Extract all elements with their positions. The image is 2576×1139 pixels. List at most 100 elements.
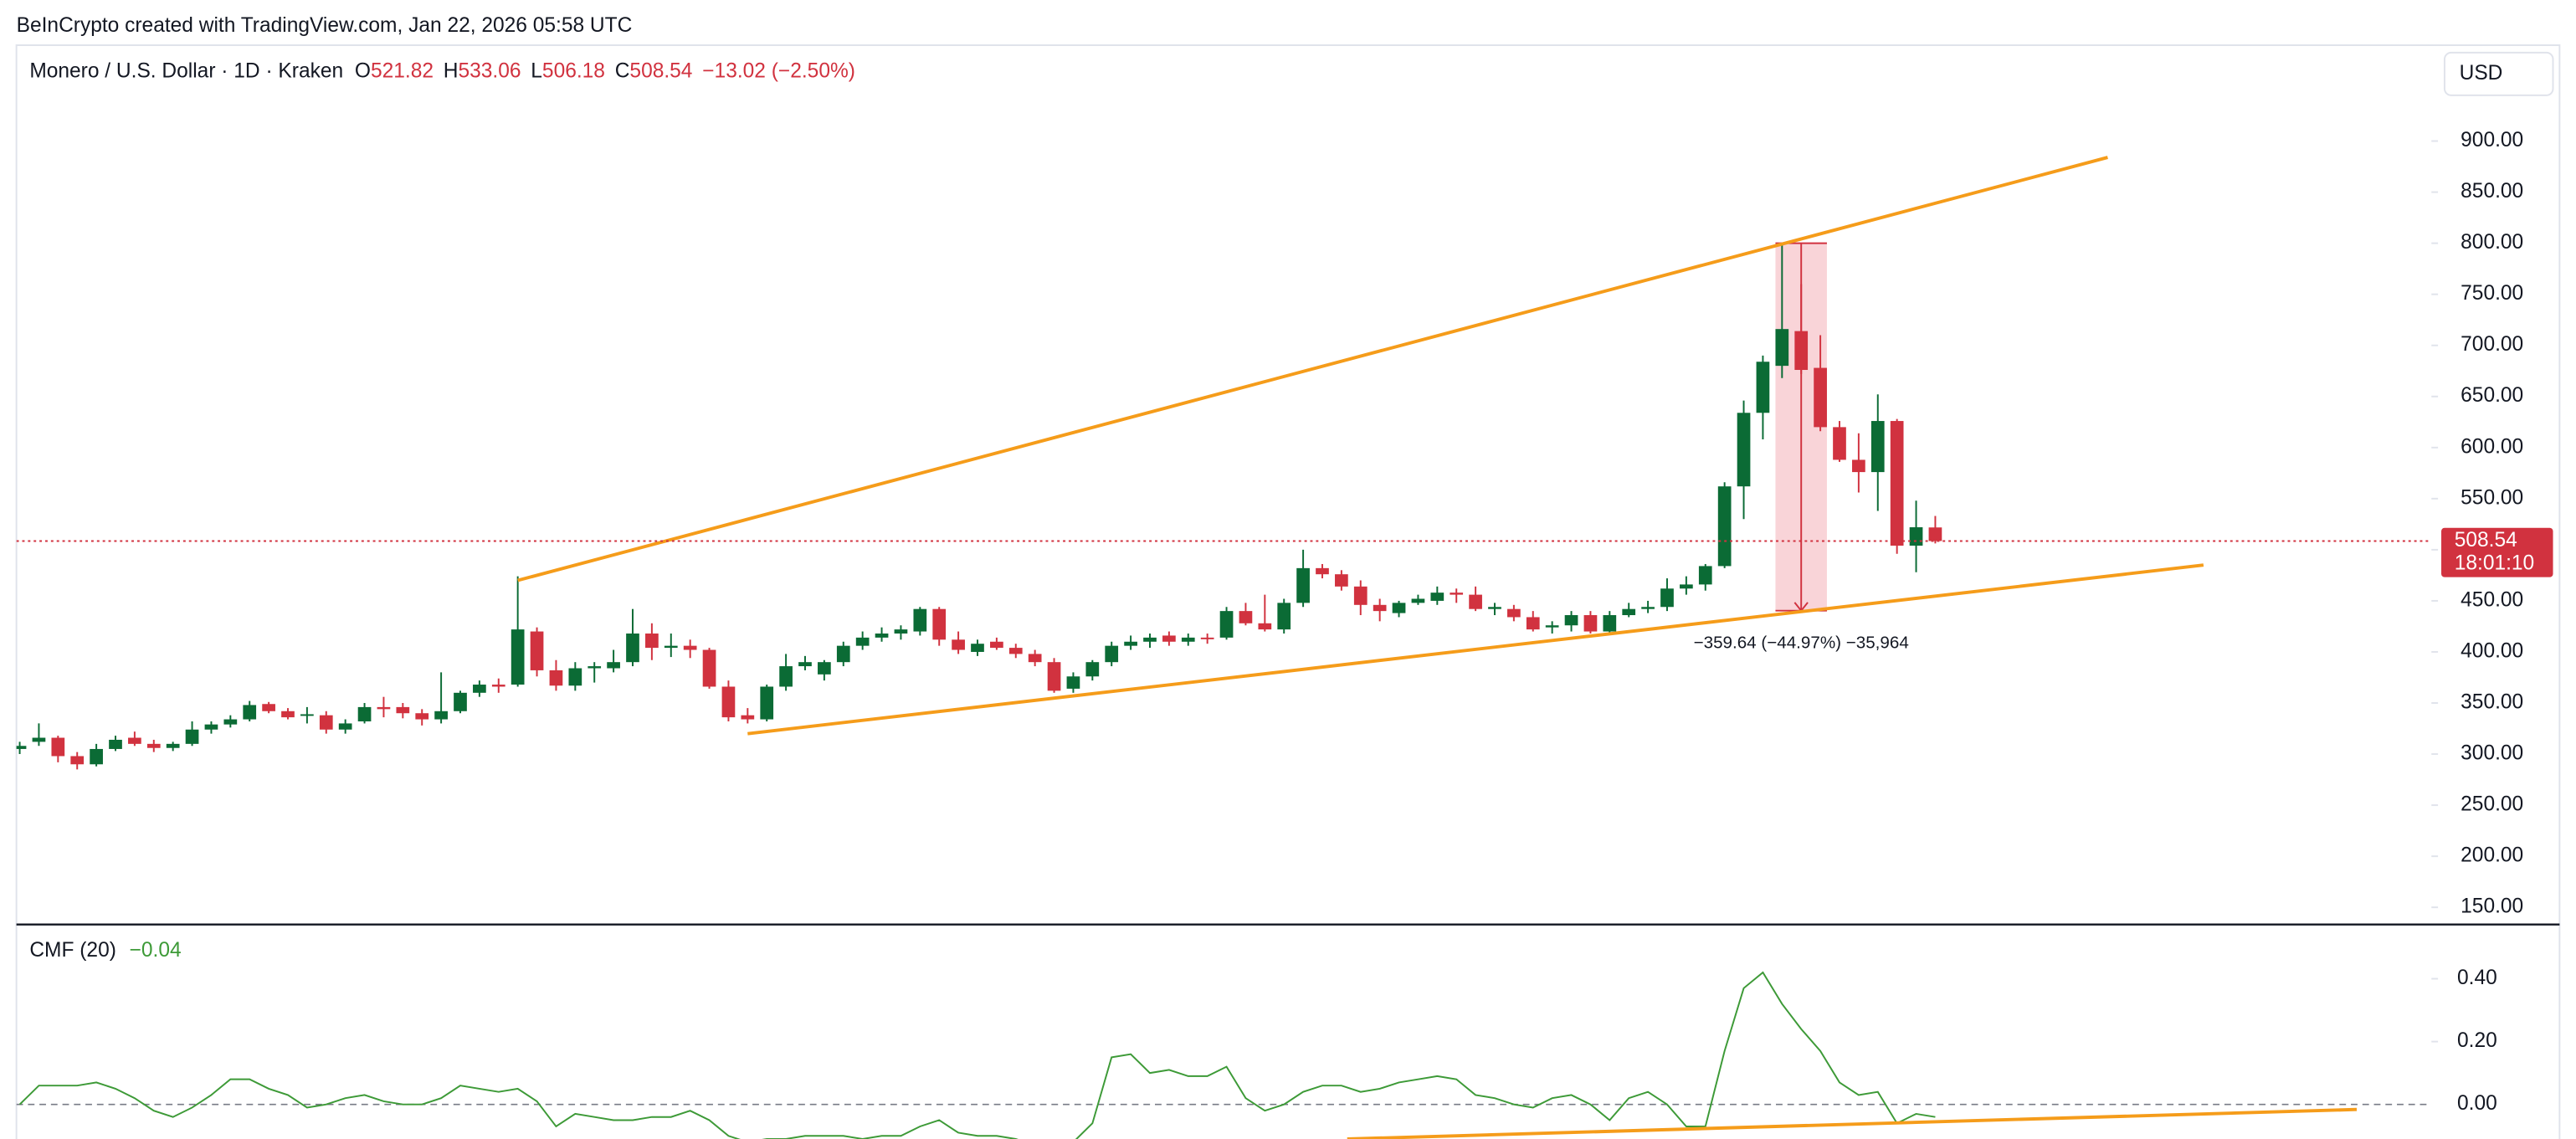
candle-body [855, 637, 870, 646]
candle-body [300, 714, 314, 716]
candle-body [607, 662, 620, 669]
candle-body [894, 629, 908, 634]
candle-body [1794, 331, 1809, 371]
candle-body [1622, 608, 1636, 616]
indicator-value: −0.04 [130, 940, 182, 962]
ohlc-label: O [355, 60, 371, 83]
candle-body [1583, 615, 1598, 632]
candle-body [1066, 676, 1080, 689]
candle-body [1373, 604, 1387, 612]
y-tick-label: 150.00 [2461, 895, 2523, 918]
candle-body [1564, 615, 1578, 626]
candle-body [1890, 421, 1904, 546]
candle-body [128, 737, 141, 744]
candle-body [683, 645, 697, 650]
candle-body [1143, 637, 1157, 642]
y-tick-label: 0.40 [2457, 967, 2497, 989]
candle-body [971, 644, 984, 652]
candle-body [1833, 427, 1846, 460]
ohlc-label: H [444, 60, 459, 83]
y-tick-label: 450.00 [2461, 588, 2523, 611]
ohlc-label: C [615, 60, 630, 83]
y-tick-label: 300.00 [2461, 742, 2523, 765]
y-tick-label: 200.00 [2461, 844, 2523, 867]
candle-body [166, 743, 180, 748]
candle-body [377, 706, 391, 710]
candle-body [568, 668, 582, 686]
candle-body [530, 631, 544, 670]
candle-body [1085, 662, 1100, 677]
candle-body [434, 711, 448, 720]
candle-body [1028, 654, 1042, 663]
price-axis: 150.00 200.00 250.00 300.00 350.00 400.00 450.… [2431, 129, 2553, 1115]
y-tick-label: 0.20 [2457, 1029, 2497, 1052]
chart-legend: Monero / U.S. Dollar · 1D · Kraken O521.8… [29, 60, 855, 83]
candle-body [396, 706, 410, 714]
candle-body [952, 639, 965, 650]
cmf-pane [16, 971, 2432, 1139]
candle-body [51, 737, 65, 757]
candle-body [243, 705, 257, 720]
ohlc-value: 521.82 [371, 60, 434, 83]
candle-body [875, 633, 889, 638]
candle-body [1698, 566, 1712, 585]
candle-body [90, 748, 103, 765]
candle-body [185, 729, 199, 744]
candle-body [204, 724, 218, 730]
trend-line [747, 563, 2204, 736]
candle-body [1162, 635, 1176, 642]
candle-body [319, 715, 333, 730]
credit: BeInCrypto created with TradingView.com,… [17, 14, 633, 37]
indicator-legend: CMF (20) −0.04 [29, 940, 181, 962]
candle-body [1335, 574, 1348, 587]
candle-body [588, 666, 602, 669]
currency-label[interactable]: USD [2460, 62, 2503, 85]
cmf-line [18, 971, 1936, 1139]
y-tick-label: 250.00 [2461, 793, 2523, 816]
candle-body [1008, 648, 1023, 654]
candle-body [109, 739, 122, 749]
last-price-label: 508.54 [2455, 529, 2517, 552]
price-pane: −359.64 (−44.97%) −35,964 [16, 156, 2432, 770]
candle-body [1105, 645, 1119, 663]
candle-body [1181, 637, 1195, 642]
measure-label: −359.64 (−44.97%) −35,964 [1694, 633, 1909, 652]
candle-body [1316, 567, 1329, 575]
ohlc-label: L [531, 60, 542, 83]
candle-body [760, 686, 774, 720]
ohlc-value: 506.18 [542, 60, 605, 83]
candle-body [1450, 593, 1464, 595]
chart-frame [15, 44, 2561, 1139]
y-tick-label: 850.00 [2461, 180, 2523, 203]
candle-body [741, 715, 755, 720]
candle-body [491, 685, 505, 687]
candle-body [1507, 608, 1521, 618]
candle-body [1124, 641, 1137, 646]
candle-body [1047, 662, 1061, 691]
candle-body [990, 641, 1003, 649]
indicator-title: CMF (20) [29, 940, 116, 962]
trend-line [517, 156, 2108, 582]
candle-body [1909, 527, 1923, 546]
candle-body [1737, 413, 1751, 487]
chart-title: Monero / U.S. Dollar · 1D · Kraken [29, 60, 343, 83]
candle-body [415, 713, 429, 720]
candle-body [1488, 607, 1501, 609]
change-label: −13.02 (−2.50%) [702, 60, 855, 83]
candle-body [798, 662, 812, 667]
y-tick-label: 400.00 [2461, 639, 2523, 662]
candle-body [1545, 625, 1559, 628]
y-tick-label: 800.00 [2461, 231, 2523, 254]
candle-body [1219, 611, 1234, 638]
y-tick-label: 0.00 [2457, 1092, 2497, 1115]
candle-body [1200, 637, 1214, 639]
candle-body [454, 692, 467, 711]
countdown-label: 18:01:10 [2455, 552, 2534, 574]
candle-body [223, 719, 238, 725]
currency-button[interactable] [2443, 51, 2554, 96]
candle-body [1603, 615, 1617, 632]
candle-body [1392, 603, 1406, 613]
candle-body [1353, 586, 1368, 605]
